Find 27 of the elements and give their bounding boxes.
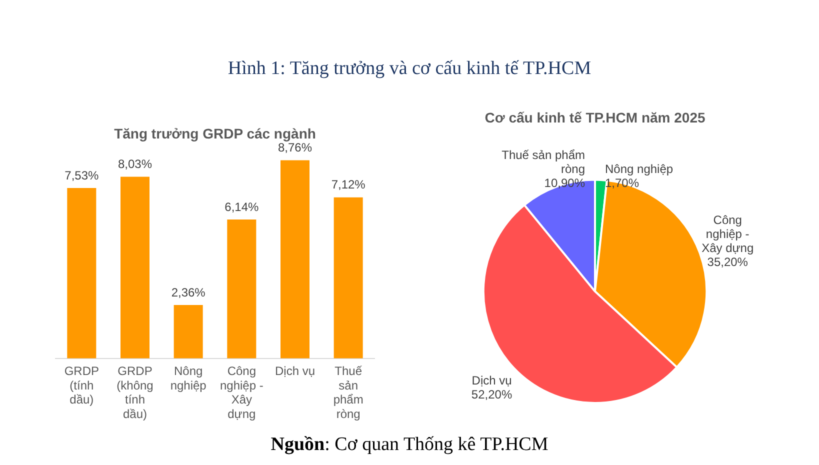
chart-title: Tăng trưởng GRDP các ngành [114,125,316,142]
x-tick-label: Thuế sản phẩm ròng [333,364,364,422]
x-tick-label: GRDP (tính dầu) [64,364,100,407]
data-label: 35,20% [707,255,748,270]
data-label: 7,53% [64,168,100,182]
slice-label: Nông nghiệp [605,162,674,176]
x-tick-label: Nông nghiệp [170,364,207,392]
data-label: 8,03% [118,157,152,172]
bar [280,160,310,358]
text: Nguồn: Cơ quan Thống kê TP.HCM [270,434,550,456]
data-label: 6,14% [224,200,260,214]
chart-title: Cơ cấu kinh tế TP.HCM năm 2025 [484,109,706,126]
bar [67,188,96,358]
x-tick-label: Dịch vụ [274,364,316,378]
bar [174,305,203,358]
bar [120,176,150,358]
data-label: 52,20% [471,388,512,402]
x-tick-label: GRDP (không tính dầu) [116,364,154,422]
data-label: 2,36% [171,285,206,300]
slice-label: Thuế sản phẩm ròng [502,148,585,176]
data-label: 7,12% [331,178,366,192]
bar [334,197,363,358]
text: Hình 1: Tăng trưởng và cơ cấu kinh tế TP.HCM [226,58,592,80]
slice-label: Công nghiệp - Xây dựng [702,213,754,256]
bar [227,220,256,358]
data-label: 8,76% [278,140,312,155]
x-tick-label: Công nghiệp - Xây dựng [220,364,264,422]
